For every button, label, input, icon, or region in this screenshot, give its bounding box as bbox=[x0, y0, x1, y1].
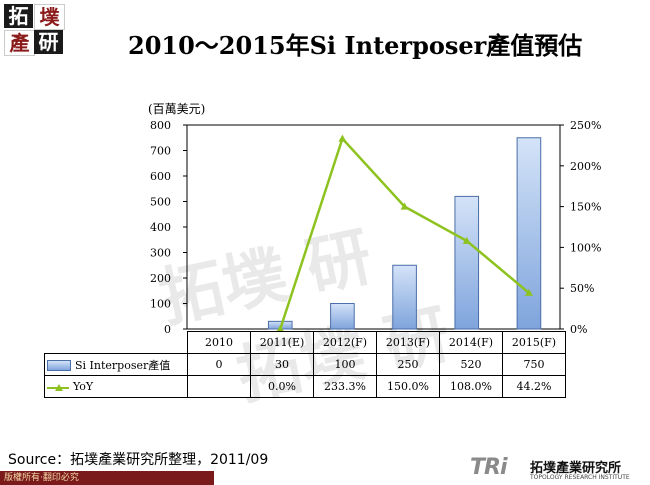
bar bbox=[330, 303, 355, 330]
brand-name: 拓墣產業研究所 bbox=[530, 461, 622, 476]
yoy-point bbox=[524, 288, 533, 296]
left-axis-tick-label: 0 bbox=[164, 323, 171, 336]
table-corner bbox=[44, 331, 188, 354]
left-axis-tick-label: 800 bbox=[150, 119, 171, 132]
yoy-point bbox=[462, 236, 471, 244]
table-cell: 100 bbox=[313, 353, 377, 376]
logo-char: 墣 bbox=[34, 4, 65, 30]
chart-title: 2010～2015年Si Interposer產值預估 bbox=[128, 31, 583, 60]
table-header-cell: 2010 bbox=[187, 331, 251, 354]
plot-area-frame bbox=[186, 124, 561, 330]
brand-english-name: TOPOLOGY RESEARCH INSTITUTE bbox=[530, 474, 630, 481]
table-row-label: Si Interposer產值 bbox=[44, 353, 188, 376]
table-cell: 44.2% bbox=[502, 375, 566, 398]
table-cell: 150.0% bbox=[376, 375, 440, 398]
bar-series bbox=[267, 137, 542, 330]
table-cell: 108.0% bbox=[439, 375, 503, 398]
table-header-cell: 2012(F) bbox=[313, 331, 377, 354]
table-cell: 750 bbox=[502, 353, 566, 376]
table-cell: 250 bbox=[376, 353, 440, 376]
table-header-cell: 2015(F) bbox=[502, 331, 566, 354]
left-axis-tick-labels: 0 100 200 300 400 500 600 700 800 bbox=[150, 119, 171, 336]
data-table: 2010 2011(E) 2012(F) 2013(F) 2014(F) 201… bbox=[44, 331, 566, 398]
logo: 拓 墣 產 研 bbox=[4, 4, 68, 56]
brand-logo: TRi 拓墣產業研究所 TOPOLOGY RESEARCH INSTITUTE bbox=[470, 455, 646, 483]
left-axis-tick-label: 600 bbox=[150, 170, 171, 183]
right-axis-tick-label: 50% bbox=[570, 282, 594, 295]
table-cell: 233.3% bbox=[313, 375, 377, 398]
table-row: YoY 0.0% 233.3% 150.0% 108.0% 44.2% bbox=[44, 375, 566, 398]
source-note: Source：拓墣產業研究所整理，2011/09 bbox=[8, 452, 269, 468]
left-axis-tick-label: 200 bbox=[150, 272, 171, 285]
chart-axes bbox=[183, 124, 564, 330]
line-legend-swatch bbox=[47, 383, 69, 392]
left-axis-tick-label: 100 bbox=[150, 298, 171, 311]
table-cell: 0 bbox=[187, 353, 251, 376]
table-row-label: YoY bbox=[44, 375, 188, 398]
right-axis-tick-label: 150% bbox=[570, 201, 601, 214]
table-row: Si Interposer產值 0 30 100 250 520 750 bbox=[44, 353, 566, 376]
bar bbox=[392, 264, 417, 330]
left-axis-tick-label: 400 bbox=[150, 221, 171, 234]
logo-char: 研 bbox=[34, 30, 63, 54]
table-header-cell: 2011(E) bbox=[250, 331, 314, 354]
bar-legend-swatch bbox=[47, 360, 71, 371]
left-axis-tick-label: 300 bbox=[150, 247, 171, 260]
yoy-point bbox=[338, 134, 347, 142]
yoy-point bbox=[276, 325, 285, 332]
left-axis-tick-label: 700 bbox=[150, 145, 171, 158]
logo-char: 產 bbox=[4, 30, 35, 56]
table-cell bbox=[187, 375, 251, 398]
y-axis-unit-label: (百萬美元) bbox=[148, 102, 206, 116]
copyright-notice: 版權所有‧翻印必究 bbox=[0, 471, 214, 485]
table-cell: 520 bbox=[439, 353, 503, 376]
table-cell: 0.0% bbox=[250, 375, 314, 398]
table-cell: 30 bbox=[250, 353, 314, 376]
yoy-line-series bbox=[276, 134, 533, 332]
right-axis-tick-label: 100% bbox=[570, 241, 601, 254]
right-axis-tick-label: 250% bbox=[570, 119, 601, 132]
table-header-cell: 2013(F) bbox=[376, 331, 440, 354]
bar bbox=[454, 195, 480, 330]
series-name: Si Interposer產值 bbox=[75, 358, 171, 372]
yoy-point bbox=[400, 202, 409, 210]
logo-char: 拓 bbox=[4, 4, 33, 28]
bar bbox=[516, 137, 542, 330]
left-axis-tick-label: 500 bbox=[150, 196, 171, 209]
right-axis-tick-label: 0% bbox=[570, 323, 587, 336]
table-header-row: 2010 2011(E) 2012(F) 2013(F) 2014(F) 201… bbox=[44, 331, 566, 354]
table-header-cell: 2014(F) bbox=[439, 331, 503, 354]
brand-mark: TRi bbox=[470, 455, 507, 480]
right-axis-tick-labels: 0% 50% 100% 150% 200% 250% bbox=[570, 119, 601, 336]
series-name: YoY bbox=[73, 380, 94, 393]
right-axis-tick-label: 200% bbox=[570, 160, 601, 173]
